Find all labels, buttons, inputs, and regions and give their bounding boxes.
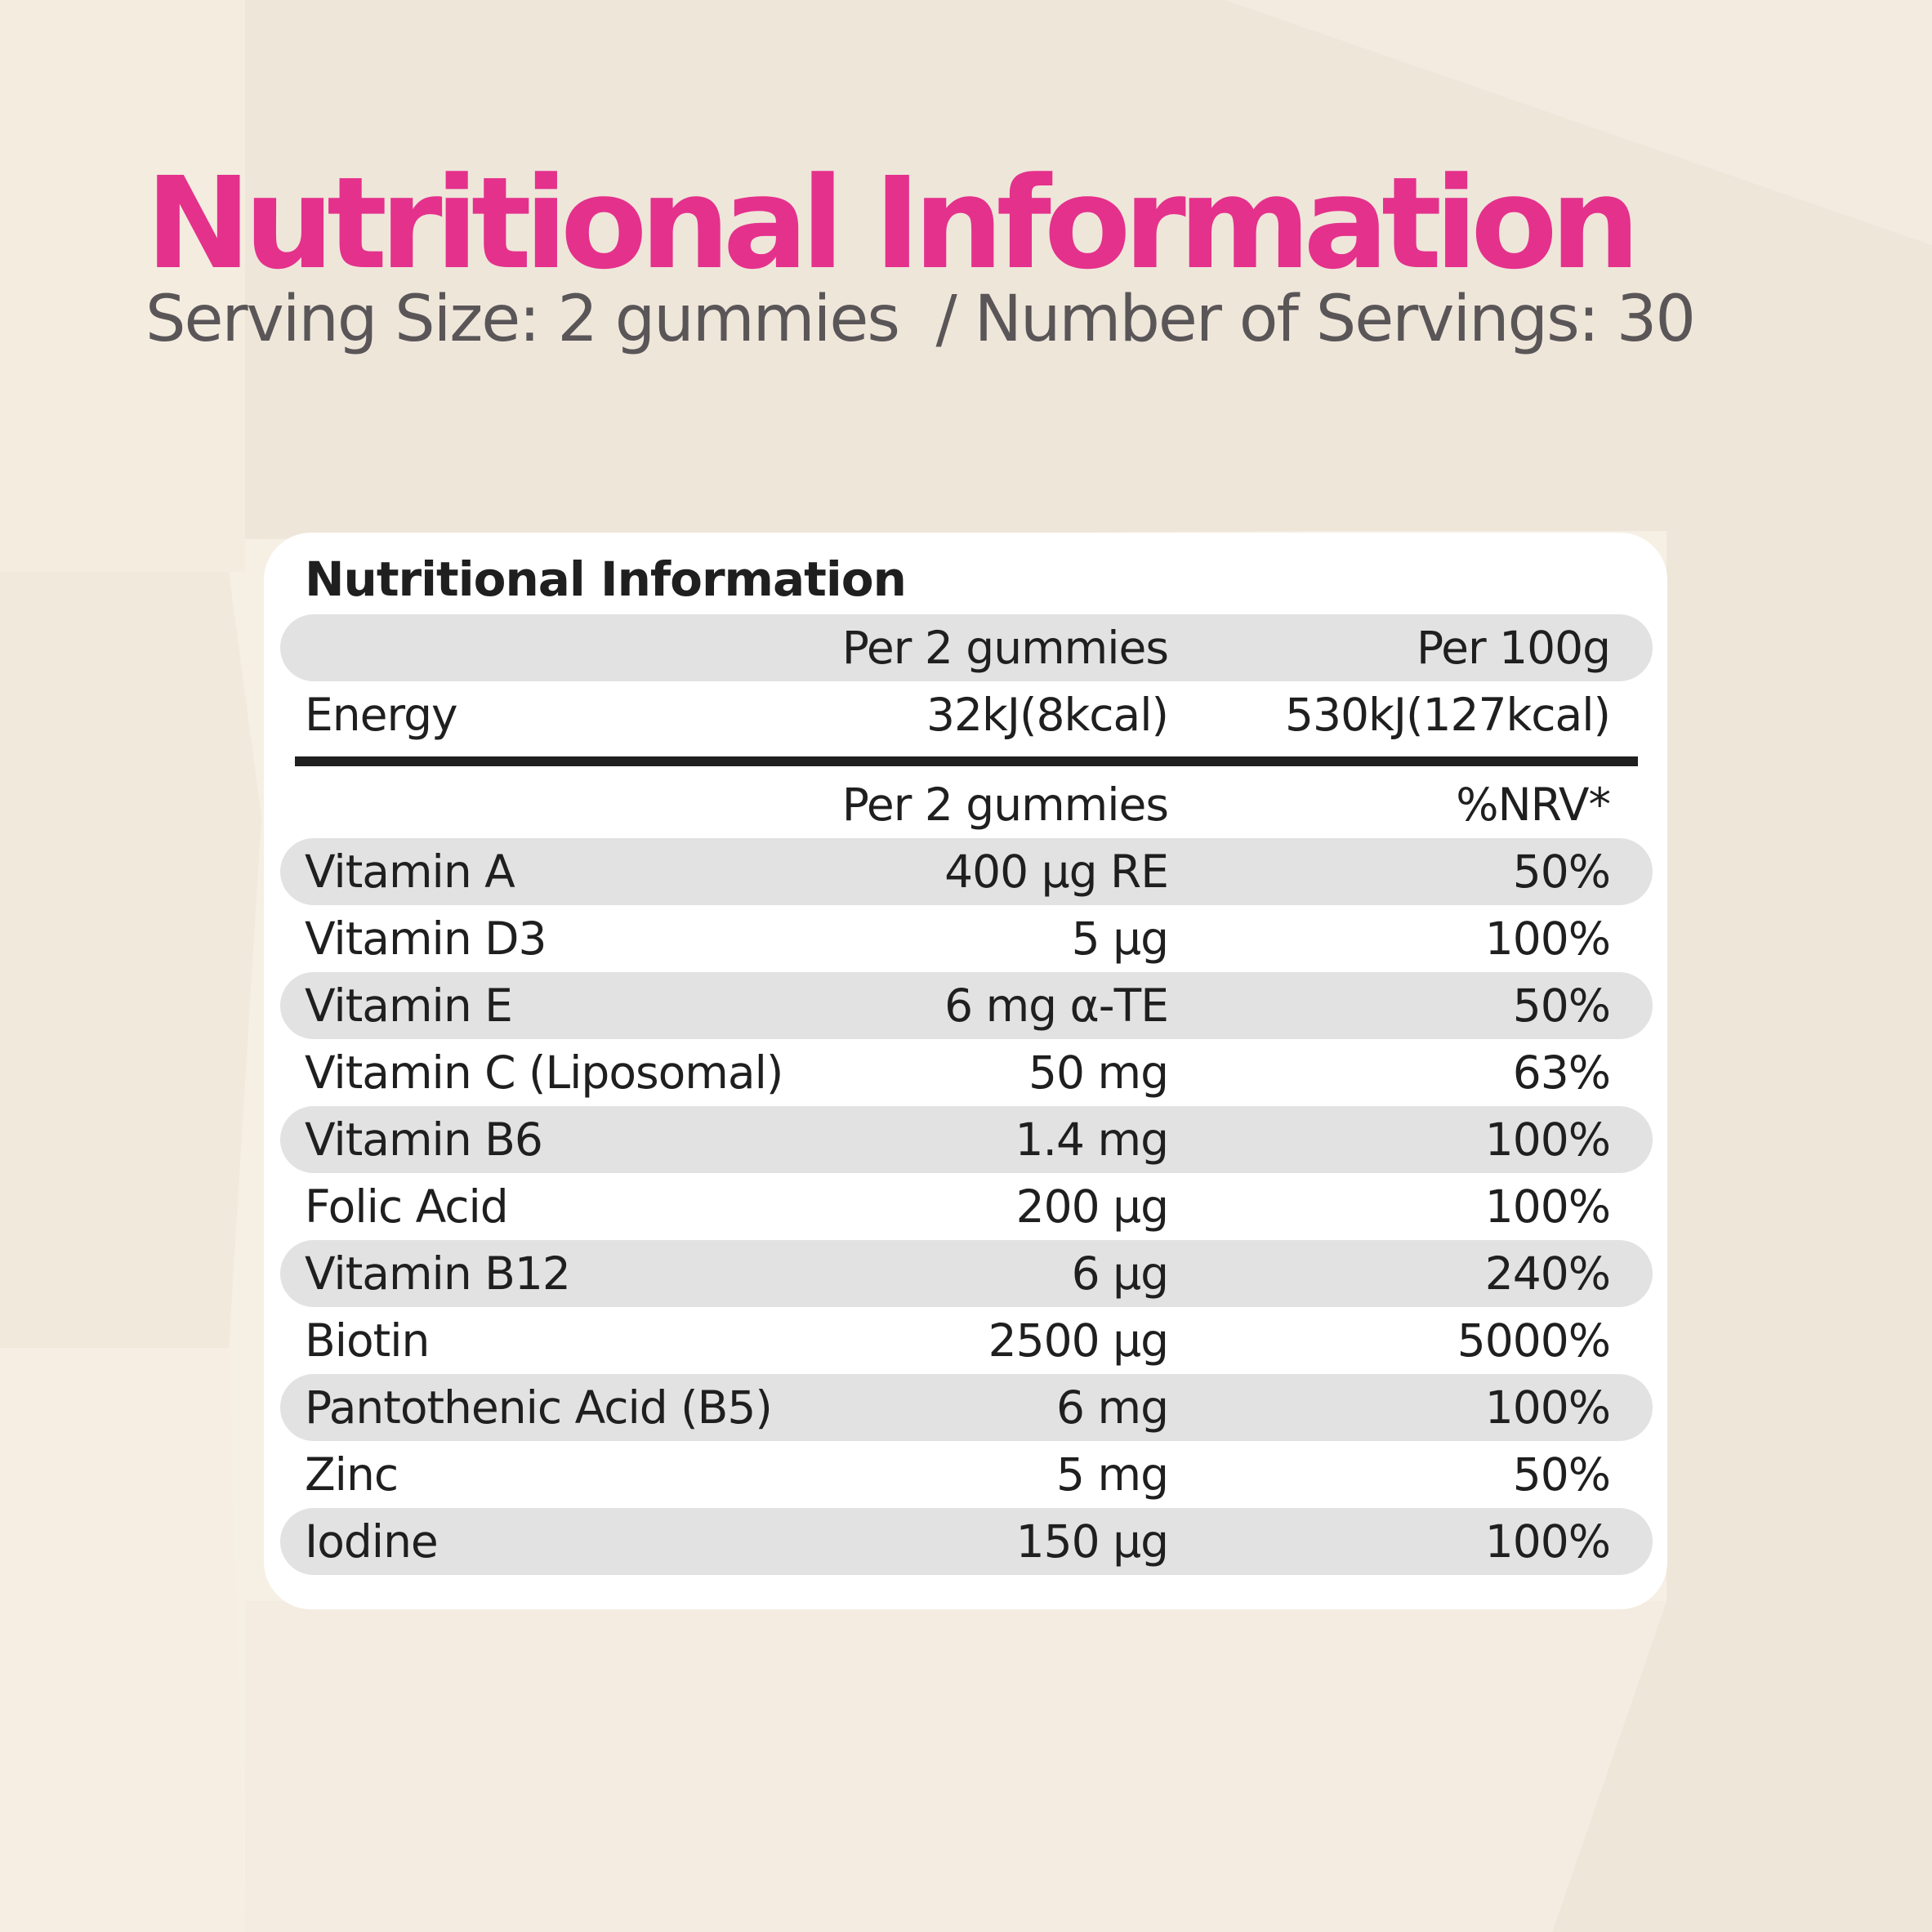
nutrient-name: Folic Acid [305, 1180, 509, 1233]
nutrient-amount: 1.4 mg [1015, 1113, 1169, 1166]
nutrient-amount: 6 µg [1071, 1247, 1169, 1300]
table-row: Zinc 5 mg 50% [280, 1441, 1653, 1508]
nutrient-nrv: 100% [1484, 1113, 1611, 1166]
table-row: Vitamin B6 1.4 mg 100% [280, 1106, 1653, 1173]
nutrient-amount: 2500 µg [988, 1314, 1169, 1367]
nutrient-amount: 6 mg [1056, 1381, 1169, 1434]
energy-header-row: Per 2 gummies Per 100g [280, 614, 1653, 681]
nutrient-amount: 400 µg RE [944, 846, 1169, 898]
table-row: Iodine 150 µg 100% [280, 1508, 1653, 1575]
energy-per-100g: 530kJ(127kcal) [1284, 689, 1611, 741]
table-row: Folic Acid 200 µg 100% [280, 1173, 1653, 1240]
table-row: Vitamin B12 6 µg 240% [280, 1240, 1653, 1307]
table-row: Vitamin D3 5 µg 100% [280, 905, 1653, 972]
serving-info: Serving Size: 2 gummies / Number of Serv… [145, 283, 1696, 356]
nutrition-panel: Nutritional Information Per 2 gummies Pe… [264, 533, 1667, 1609]
energy-col2-header: Per 100g [1416, 622, 1611, 674]
nutrient-name: Vitamin E [305, 979, 513, 1032]
energy-per-serving: 32kJ(8kcal) [926, 689, 1169, 741]
table-row: Biotin 2500 µg 5000% [280, 1307, 1653, 1374]
nutrient-name: Zinc [305, 1448, 399, 1501]
nutrient-amount: 150 µg [1015, 1515, 1169, 1568]
nutrient-name: Vitamin A [305, 846, 515, 898]
nutrient-name: Vitamin B12 [305, 1247, 571, 1300]
nutrient-name: Vitamin C (Liposomal) [305, 1046, 783, 1099]
nutrient-nrv: 5000% [1457, 1314, 1611, 1367]
nutrient-nrv: 240% [1484, 1247, 1611, 1300]
table-row: Vitamin A 400 µg RE 50% [280, 838, 1653, 905]
nutrient-nrv: 50% [1512, 846, 1611, 898]
nutrient-nrv: 50% [1512, 979, 1611, 1032]
panel-title: Nutritional Information [305, 551, 907, 607]
table-row: Vitamin E 6 mg α-TE 50% [280, 972, 1653, 1039]
divider-rule [295, 756, 1638, 766]
nutrient-name: Pantothenic Acid (B5) [305, 1381, 773, 1434]
nutrient-nrv: 100% [1484, 1381, 1611, 1434]
nutrient-amount: 6 mg α-TE [944, 979, 1169, 1032]
table-row: Vitamin C (Liposomal) 50 mg 63% [280, 1039, 1653, 1106]
nutrient-nrv: 63% [1512, 1046, 1611, 1099]
nutrient-nrv: 100% [1484, 1180, 1611, 1233]
nutrient-nrv: 100% [1484, 912, 1611, 965]
nutrient-amount: 5 µg [1071, 912, 1169, 965]
nutrient-amount-header: Per 2 gummies [841, 779, 1169, 831]
energy-row: Energy 32kJ(8kcal) 530kJ(127kcal) [280, 681, 1653, 748]
nutrient-name: Vitamin D3 [305, 912, 547, 965]
table-row: Pantothenic Acid (B5) 6 mg 100% [280, 1374, 1653, 1441]
nutrient-amount: 50 mg [1028, 1046, 1169, 1099]
nutrient-name: Biotin [305, 1314, 430, 1367]
page-title: Nutritional Information [145, 149, 1640, 297]
nutrient-name: Vitamin B6 [305, 1113, 543, 1166]
nutrient-nrv: 50% [1512, 1448, 1611, 1501]
nutrient-header-row: Per 2 gummies %NRV* [280, 771, 1653, 838]
energy-col1-header: Per 2 gummies [841, 622, 1169, 674]
energy-label: Energy [305, 689, 458, 741]
nutrient-amount: 200 µg [1015, 1180, 1169, 1233]
nutrient-amount: 5 mg [1056, 1448, 1169, 1501]
nutrient-name: Iodine [305, 1515, 439, 1568]
nutrient-nrv: 100% [1484, 1515, 1611, 1568]
nutrient-nrv-header: %NRV* [1456, 779, 1611, 831]
